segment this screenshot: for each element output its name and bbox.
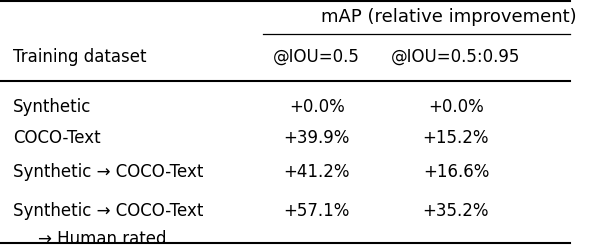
Text: COCO-Text: COCO-Text — [13, 129, 100, 147]
Text: @IOU=0.5:0.95: @IOU=0.5:0.95 — [391, 48, 521, 66]
Text: Training dataset: Training dataset — [13, 48, 146, 66]
Text: +41.2%: +41.2% — [284, 163, 350, 181]
Text: +16.6%: +16.6% — [423, 163, 489, 181]
Text: +15.2%: +15.2% — [423, 129, 489, 147]
Text: mAP (relative improvement): mAP (relative improvement) — [321, 8, 577, 26]
Text: @IOU=0.5: @IOU=0.5 — [274, 48, 360, 66]
Text: Synthetic → COCO-Text: Synthetic → COCO-Text — [13, 163, 203, 181]
Text: +0.0%: +0.0% — [428, 98, 484, 116]
Text: Synthetic: Synthetic — [13, 98, 91, 116]
Text: +57.1%: +57.1% — [284, 202, 350, 220]
Text: +35.2%: +35.2% — [423, 202, 489, 220]
Text: → Human rated: → Human rated — [38, 230, 167, 248]
Text: +39.9%: +39.9% — [284, 129, 350, 147]
Text: +0.0%: +0.0% — [289, 98, 344, 116]
Text: Synthetic → COCO-Text: Synthetic → COCO-Text — [13, 202, 203, 220]
